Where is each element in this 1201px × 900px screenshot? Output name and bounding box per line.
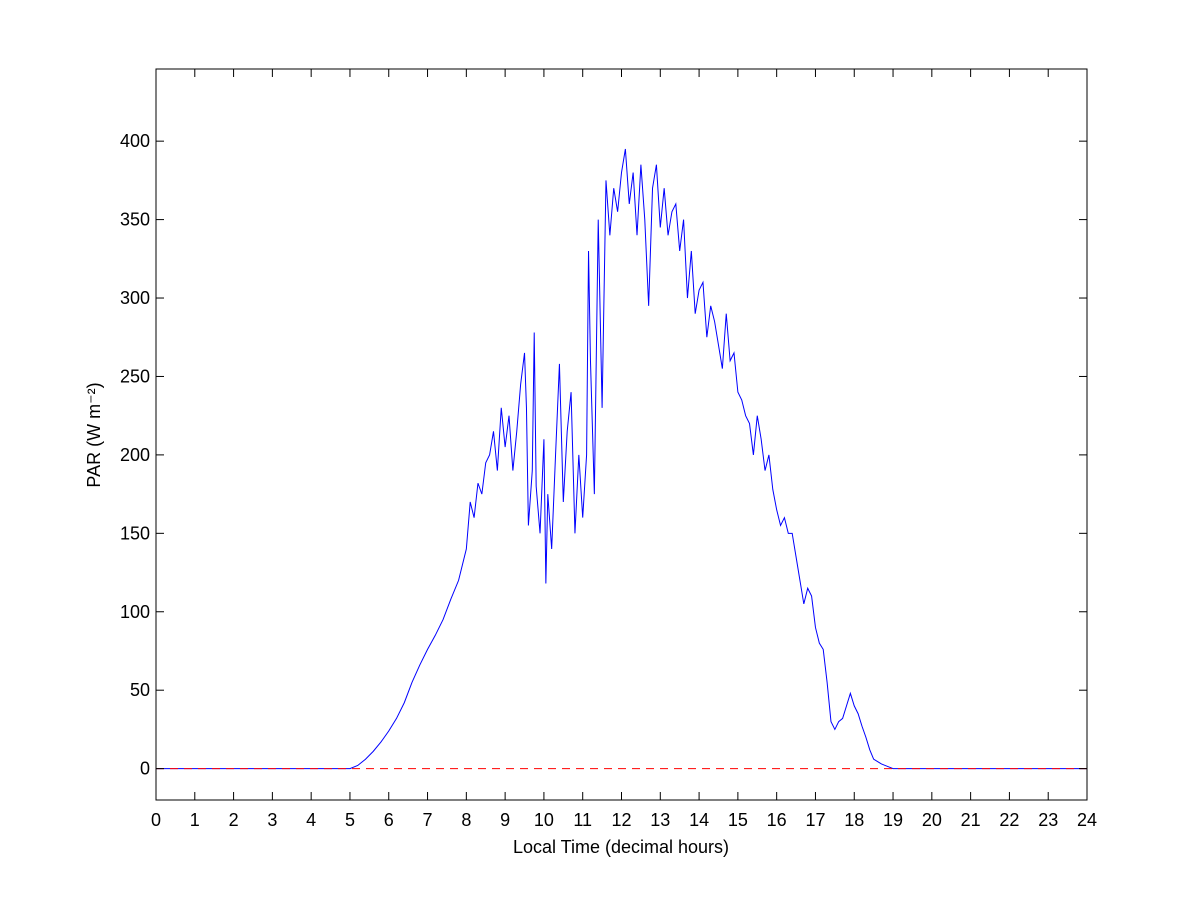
x-tick-label: 10 bbox=[534, 810, 554, 830]
x-tick-label: 16 bbox=[767, 810, 787, 830]
y-axis-label: PAR (W m⁻²) bbox=[84, 382, 104, 487]
y-tick-label: 350 bbox=[120, 210, 150, 230]
x-tick-label: 7 bbox=[423, 810, 433, 830]
x-tick-label: 4 bbox=[306, 810, 316, 830]
y-tick-label: 400 bbox=[120, 131, 150, 151]
x-tick-label: 22 bbox=[999, 810, 1019, 830]
x-tick-label: 13 bbox=[650, 810, 670, 830]
y-tick-label: 300 bbox=[120, 288, 150, 308]
y-tick-label: 0 bbox=[140, 759, 150, 779]
x-tick-label: 2 bbox=[229, 810, 239, 830]
y-tick-label: 100 bbox=[120, 602, 150, 622]
x-tick-label: 5 bbox=[345, 810, 355, 830]
x-tick-label: 19 bbox=[883, 810, 903, 830]
x-tick-label: 20 bbox=[922, 810, 942, 830]
x-tick-label: 8 bbox=[461, 810, 471, 830]
x-tick-label: 21 bbox=[961, 810, 981, 830]
data-line bbox=[156, 148, 1087, 770]
x-tick-label: 18 bbox=[844, 810, 864, 830]
x-tick-label: 9 bbox=[500, 810, 510, 830]
x-axis-label: Local Time (decimal hours) bbox=[513, 837, 729, 857]
y-tick-label: 50 bbox=[130, 680, 150, 700]
x-tick-label: 1 bbox=[190, 810, 200, 830]
x-tick-label: 3 bbox=[267, 810, 277, 830]
x-tick-label: 14 bbox=[689, 810, 709, 830]
y-tick-label: 200 bbox=[120, 445, 150, 465]
x-tick-label: 24 bbox=[1077, 810, 1097, 830]
x-tick-label: 11 bbox=[573, 810, 592, 830]
x-tick-label: 15 bbox=[728, 810, 748, 830]
x-tick-label: 23 bbox=[1038, 810, 1058, 830]
x-tick-label: 6 bbox=[384, 810, 394, 830]
x-tick-label: 12 bbox=[611, 810, 631, 830]
x-tick-label: 0 bbox=[151, 810, 161, 830]
y-tick-label: 250 bbox=[120, 366, 150, 386]
x-tick-label: 17 bbox=[805, 810, 825, 830]
y-tick-label: 150 bbox=[120, 523, 150, 543]
